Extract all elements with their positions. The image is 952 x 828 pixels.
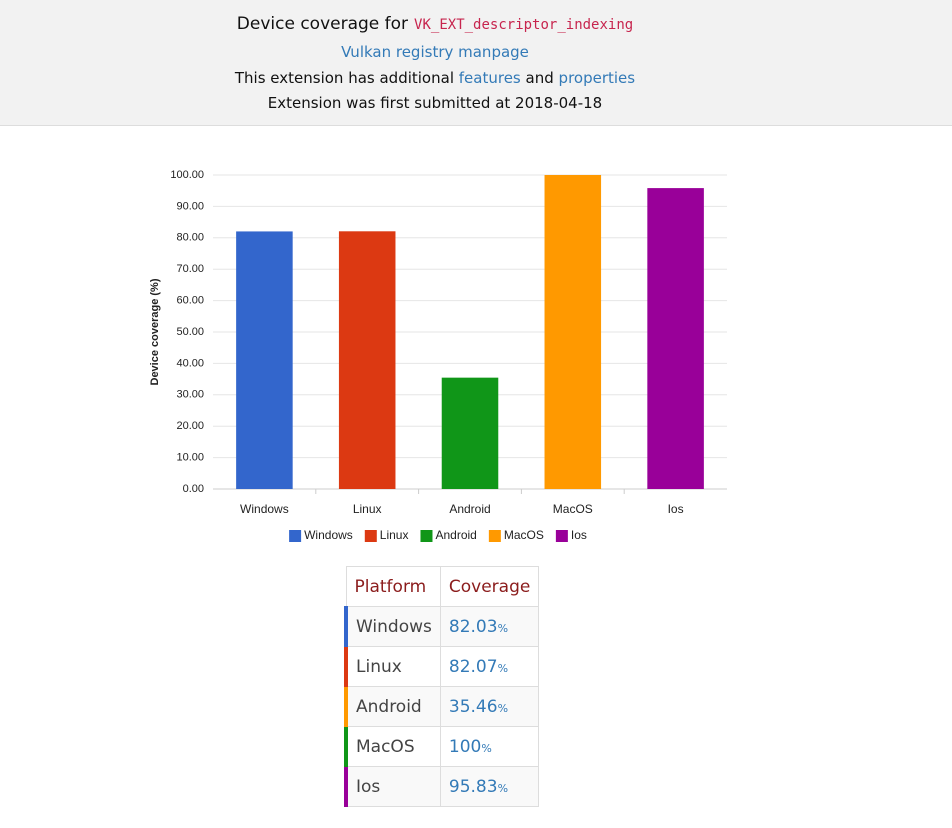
- bar: [647, 188, 704, 489]
- legend-label: MacOS: [504, 528, 544, 542]
- y-tick-label: 0.00: [183, 483, 204, 495]
- legend-swatch: [364, 530, 377, 542]
- features-link[interactable]: features: [458, 69, 521, 87]
- coverage-table: Platform Coverage Windows 82.03% Linux 82.07%…: [343, 566, 540, 807]
- title: Device coverage for: [236, 14, 409, 34]
- title-line: Device coverage for VK_EXT_descriptor_ind…: [0, 14, 870, 34]
- y-tick-label: 30.00: [176, 389, 204, 401]
- y-tick-label: 10.00: [176, 452, 204, 464]
- y-tick-label: 80.00: [176, 232, 204, 244]
- coverage-cell: 82.07%: [439, 646, 540, 687]
- legend-label: Ios: [571, 528, 587, 542]
- bar: [236, 231, 293, 490]
- header: Device coverage for VK_EXT_descriptor_ind…: [0, 0, 952, 126]
- platform-cell: Windows: [343, 606, 441, 647]
- coverage-cell: 35.46%: [439, 686, 540, 727]
- y-tick-label: 40.00: [176, 357, 204, 369]
- coverage-unit: %: [497, 781, 509, 795]
- extension-name: VK_EXT_descriptor_indexing: [414, 17, 634, 33]
- y-tick-label: 70.00: [176, 263, 204, 275]
- text: This extension has additional: [234, 69, 454, 87]
- legend-swatch: [488, 530, 501, 542]
- properties-link[interactable]: properties: [558, 69, 636, 87]
- y-tick-label: 20.00: [176, 420, 204, 432]
- bar: [544, 175, 602, 489]
- bar: [441, 377, 499, 489]
- header-row: Platform Coverage: [345, 566, 540, 607]
- submitted: Extension was first submitted at 2018-04…: [267, 94, 603, 112]
- column-header: Coverage: [439, 566, 540, 607]
- legend-label: Android: [435, 528, 476, 542]
- platform-cell: Linux: [343, 646, 441, 687]
- table-row: Linux 82.07%: [343, 646, 540, 687]
- x-tick-label: Ios: [668, 502, 684, 516]
- coverage-value: 35.46: [448, 696, 498, 717]
- y-tick-label: 90.00: [176, 200, 204, 212]
- y-tick-label: 60.00: [176, 295, 204, 307]
- coverage-unit: %: [497, 661, 509, 675]
- submitted-line: Extension was first submitted at 2018-04…: [0, 94, 870, 112]
- coverage-unit: %: [497, 621, 509, 635]
- legend-label: Windows: [304, 528, 353, 542]
- coverage-cell: 95.83%: [439, 766, 540, 807]
- text: and: [525, 69, 554, 87]
- manpage-link[interactable]: Vulkan registry manpage: [341, 43, 529, 61]
- x-tick-label: Windows: [240, 502, 289, 516]
- y-tick-label: 100.00: [170, 169, 204, 181]
- table-row: Android 35.46%: [343, 686, 540, 727]
- platform-cell: Ios: [343, 766, 441, 807]
- y-axis-title: Device coverage (%): [149, 278, 161, 385]
- coverage-unit: %: [497, 701, 509, 715]
- table-row: Windows 82.03%: [343, 606, 540, 647]
- platform-cell: MacOS: [343, 726, 441, 767]
- x-tick-label: MacOS: [553, 502, 593, 516]
- legend-swatch: [555, 530, 568, 542]
- bar: [338, 231, 396, 489]
- coverage-value: 82.07: [448, 656, 498, 677]
- legend: Windows Linux Android MacOS Ios: [289, 528, 587, 542]
- legend-swatch: [289, 530, 302, 542]
- manpage-line: Vulkan registry manpage: [0, 43, 870, 61]
- x-tick-label: Android: [449, 502, 490, 516]
- coverage-unit: %: [481, 741, 492, 755]
- table-row: MacOS 100%: [343, 726, 540, 767]
- features-line: This extension has additional features a…: [0, 69, 870, 87]
- y-tick-label: 50.00: [176, 326, 204, 338]
- x-tick-label: Linux: [353, 502, 382, 516]
- column-header: Platform: [345, 566, 441, 607]
- table-row: Ios 95.83%: [343, 766, 540, 807]
- coverage-value: 100: [448, 736, 482, 757]
- chart: 0.00 10.00 20.00 30.00 40.00 50.00 60.00 70.00 8…: [149, 169, 727, 542]
- coverage-value: 95.83: [448, 776, 498, 797]
- legend-label: Linux: [380, 528, 409, 542]
- coverage-cell: 100%: [439, 726, 540, 767]
- coverage-cell: 82.03%: [439, 606, 540, 647]
- coverage-value: 82.03: [448, 616, 498, 637]
- platform-cell: Android: [343, 686, 441, 727]
- legend-swatch: [420, 530, 433, 542]
